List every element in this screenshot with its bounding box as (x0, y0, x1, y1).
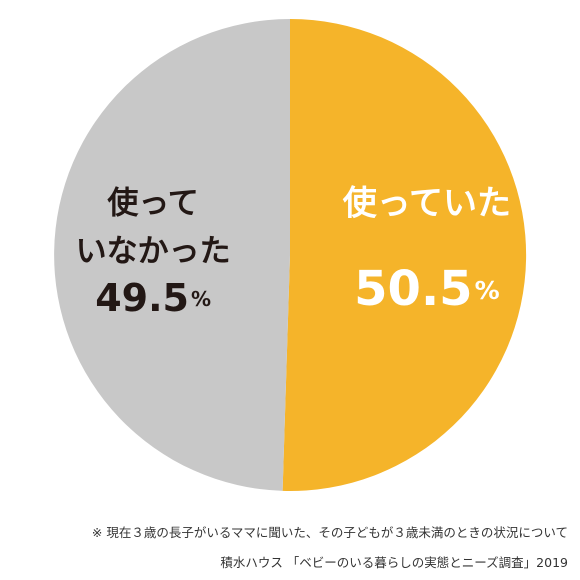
slice-value-unit-1: % (475, 276, 500, 305)
slice-value-2: 49.5% (95, 276, 211, 320)
slice-label-1-line-1: 使っていた (342, 184, 511, 224)
slice-value-1: 50.5% (354, 261, 500, 317)
survey-note: ※ 現在３歳の長子がいるママに聞いた、その子どもが３歳未満のときの状況について (91, 525, 568, 540)
slice-value-unit-2: % (191, 287, 211, 311)
slice-label-2-line-2: いなかった (76, 234, 231, 270)
slice-value-number-2: 49.5 (95, 276, 189, 320)
pie-slice-2 (54, 19, 290, 491)
pie-slices (54, 18, 527, 492)
slice-value-number-1: 50.5 (354, 261, 472, 317)
pie-slice-1 (282, 18, 527, 492)
slice-label-2-line-1: 使って (106, 186, 198, 222)
slice-label-1: 使っていた 50.5% (342, 184, 511, 318)
source-credit: 積水ハウス 「ベビーのいる暮らしの実態とニーズ調査」2019 (220, 555, 568, 570)
